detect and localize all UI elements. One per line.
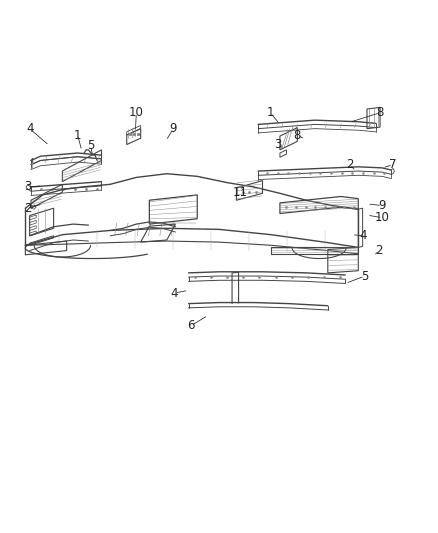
Text: 11: 11 (233, 186, 247, 199)
Text: 3: 3 (24, 181, 31, 193)
Text: 8: 8 (293, 128, 301, 141)
Text: 5: 5 (87, 139, 94, 152)
Text: 2: 2 (24, 201, 31, 215)
Text: 9: 9 (170, 122, 177, 135)
Text: 4: 4 (171, 287, 178, 300)
Text: 4: 4 (360, 229, 367, 242)
Text: 3: 3 (274, 138, 282, 151)
Text: 9: 9 (378, 199, 386, 212)
Text: 6: 6 (187, 319, 194, 333)
Text: 4: 4 (26, 122, 33, 135)
Text: 1: 1 (267, 106, 274, 119)
Text: 5: 5 (361, 270, 368, 282)
Text: 10: 10 (375, 211, 390, 224)
Text: 2: 2 (375, 244, 383, 257)
Text: 10: 10 (129, 106, 144, 119)
Text: 1: 1 (74, 128, 81, 141)
Text: 2: 2 (346, 158, 353, 171)
Text: 7: 7 (389, 158, 397, 171)
Text: 8: 8 (376, 106, 384, 119)
